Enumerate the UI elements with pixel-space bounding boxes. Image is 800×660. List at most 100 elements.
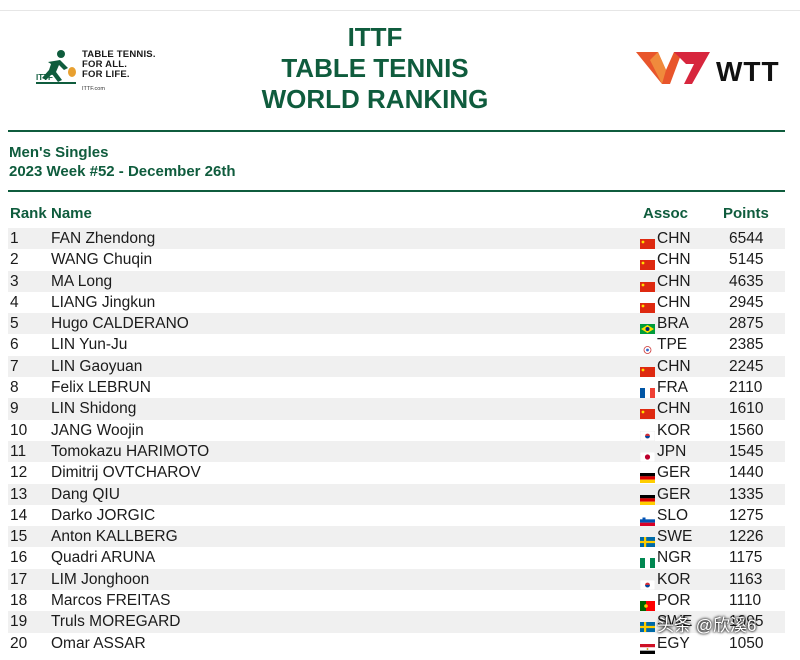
table-row: 12 Dimitrij OVTCHAROV GER 1440: [8, 462, 785, 484]
de-flag-icon: [640, 468, 655, 484]
points-cell: 6544: [729, 230, 764, 247]
wtt-mark-icon: [636, 52, 710, 84]
rank-cell: 7: [10, 357, 19, 375]
player-name-cell: Tomokazu HARIMOTO: [51, 442, 210, 460]
rank-cell: 20: [10, 634, 28, 652]
ittf-logo: ITTF TABLE TENNIS. FOR ALL. FOR LIFE. IT…: [34, 48, 174, 98]
rank-cell: 18: [10, 592, 28, 610]
top-edge: [0, 0, 800, 11]
rank-cell: 9: [10, 400, 19, 418]
col-assoc-header: Assoc: [643, 205, 689, 222]
table-row: 14 Darko JORGIC SLO 1275: [8, 505, 785, 526]
points-cell: 1275: [729, 506, 764, 524]
watermark: 头条 @欣溪6: [657, 616, 757, 635]
points-cell: 2875: [729, 315, 764, 333]
player-name-cell: LIN Yun-Ju: [51, 336, 128, 354]
kr-flag-icon: [639, 575, 656, 590]
cn-flag-icon: [640, 234, 655, 249]
rank-cell: 16: [10, 549, 28, 567]
table-row: 4 LIANG Jingkun CHN 2945: [8, 292, 785, 313]
points-cell: 4635: [729, 272, 764, 290]
assoc-cell: POR: [657, 592, 691, 610]
rank-cell: 1: [10, 230, 19, 247]
assoc-cell: CHN: [657, 357, 691, 375]
cn-flag-icon: [640, 298, 655, 313]
se-flag-icon: [640, 617, 655, 633]
ranking-table: 1 FAN Zhendong CHN 6544 2 WANG Chuqin CHN 5145 3…: [8, 228, 785, 654]
rank-cell: 4: [10, 293, 19, 311]
ittf-tagline-line2: FOR ALL.: [82, 59, 128, 70]
br-flag-icon: [640, 319, 655, 335]
table-row: 19 Truls MOREGARD SWE 1095: [8, 611, 785, 633]
table-row: 20 Omar ASSAR EGY 1050: [8, 633, 785, 654]
table-header: Rank Name Assoc Points: [0, 205, 800, 225]
ittf-tagline-line1: TABLE TENNIS.: [82, 49, 156, 60]
assoc-cell: FRA: [657, 379, 688, 397]
assoc-cell: JPN: [657, 442, 687, 460]
player-name-cell: Dang QIU: [51, 485, 120, 503]
points-cell: 1335: [729, 485, 764, 503]
player-name-cell: Felix LEBRUN: [51, 379, 151, 397]
points-cell: 2245: [729, 357, 764, 375]
assoc-cell: GER: [657, 485, 691, 503]
points-cell: 2945: [729, 293, 764, 311]
page-header: ITTF TABLE TENNIS. FOR ALL. FOR LIFE. IT…: [0, 12, 800, 130]
col-name-header: Name: [51, 205, 92, 222]
points-cell: 1175: [729, 549, 763, 567]
page-title: ITTF TABLE TENNIS WORLD RANKING: [220, 22, 530, 115]
points-cell: 1163: [729, 570, 763, 588]
col-points-header: Points: [723, 205, 769, 222]
points-cell: 2110: [729, 379, 763, 397]
table-row: 9 LIN Shidong CHN 1610: [8, 398, 785, 420]
player-name-cell: Truls MOREGARD: [51, 613, 181, 631]
se-flag-icon: [640, 532, 655, 548]
player-name-cell: LIANG Jingkun: [51, 293, 156, 311]
col-rank-header: Rank: [10, 205, 47, 222]
assoc-cell: SWE: [657, 528, 693, 546]
ng-flag-icon: [640, 553, 655, 569]
wtt-wordmark: WTT: [716, 56, 780, 87]
points-cell: 5145: [729, 251, 764, 269]
assoc-cell: TPE: [657, 336, 688, 354]
rank-cell: 5: [10, 315, 19, 333]
player-name-cell: MA Long: [51, 272, 113, 290]
rank-cell: 17: [10, 570, 28, 588]
ranking-subheading: Men's Singles 2023 Week #52 - December 2…: [9, 143, 236, 181]
points-cell: 1050: [729, 634, 764, 652]
player-name-cell: LIN Gaoyuan: [51, 357, 143, 375]
table-row: 8 Felix LEBRUN FRA 2110: [8, 377, 785, 399]
player-name-cell: Quadri ARUNA: [51, 549, 156, 567]
points-cell: 1545: [729, 442, 764, 460]
ittf-tagline-line3: FOR LIFE.: [82, 69, 130, 80]
assoc-cell: CHN: [657, 400, 691, 418]
assoc-cell: CHN: [657, 293, 691, 311]
rank-cell: 13: [10, 485, 28, 503]
ittf-tagline: TABLE TENNIS. FOR ALL. FOR LIFE.: [82, 50, 156, 80]
wtt-logo: WTT: [636, 48, 796, 98]
points-cell: 2385: [729, 336, 764, 354]
assoc-cell: KOR: [657, 421, 691, 439]
assoc-cell: CHN: [657, 251, 691, 269]
player-name-cell: Darko JORGIC: [51, 506, 156, 524]
cn-flag-icon: [640, 362, 655, 377]
assoc-cell: SLO: [657, 506, 689, 524]
cn-flag-icon: [640, 277, 655, 292]
player-name-cell: LIN Shidong: [51, 400, 137, 418]
table-row: 3 MA Long CHN 4635: [8, 270, 785, 292]
table-row: 2 WANG Chuqin CHN 5145: [8, 249, 785, 271]
ittf-url: ITTF.com: [82, 86, 105, 92]
rank-cell: 12: [10, 464, 28, 482]
cn-flag-icon: [640, 255, 655, 271]
table-row: 18 Marcos FREITAS POR 1110: [8, 590, 785, 612]
si-flag-icon: [640, 511, 655, 526]
assoc-cell: CHN: [657, 230, 691, 247]
player-name-cell: FAN Zhendong: [51, 230, 156, 247]
points-cell: 1560: [729, 421, 764, 439]
table-row: 1 FAN Zhendong CHN 6544: [8, 228, 785, 250]
subheading-divider: [8, 190, 785, 192]
table-row: 15 Anton KALLBERG SWE 1226: [8, 526, 785, 548]
title-line3: WORLD RANKING: [261, 84, 489, 114]
tpe-flag-icon: [640, 340, 655, 355]
jp-flag-icon: [639, 447, 656, 463]
assoc-cell: NGR: [657, 549, 692, 567]
